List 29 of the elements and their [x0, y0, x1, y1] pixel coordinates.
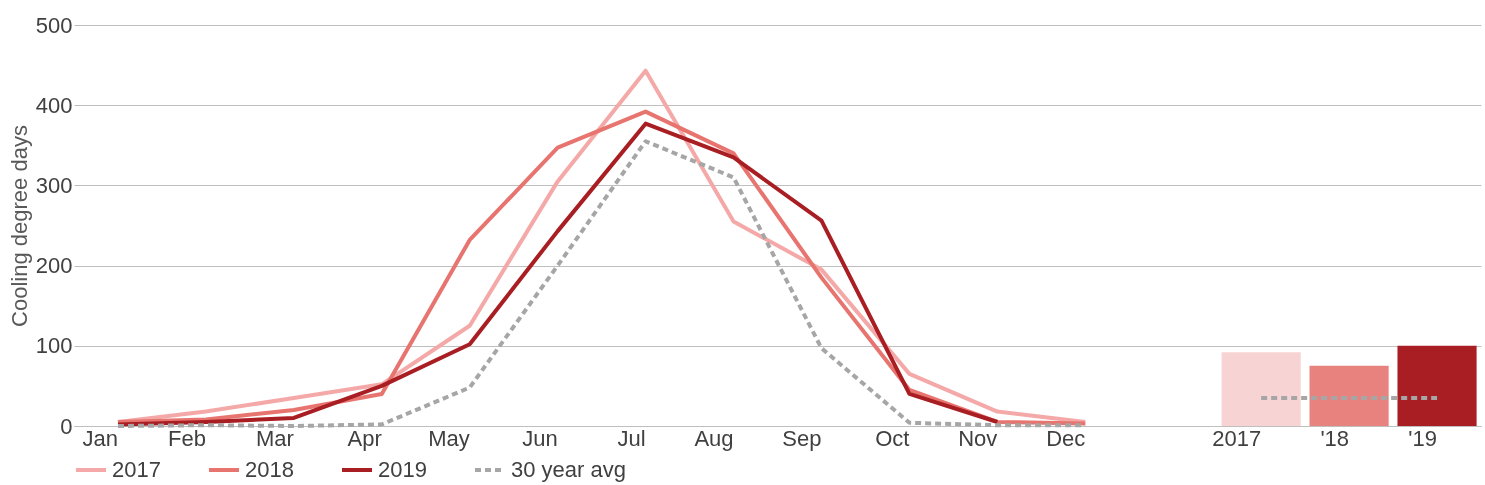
x-tick-label: Nov [958, 425, 998, 451]
x-tick-label: '18 [1320, 425, 1350, 451]
y-tick-label: 300 [35, 172, 73, 198]
legend-label: 2019 [378, 457, 427, 482]
legend-label: 30 year avg [511, 457, 626, 482]
x-tick-label: Mar [255, 425, 294, 451]
x-tick-label: Sep [782, 425, 822, 451]
x-tick-label: Jun [522, 425, 558, 451]
y-tick-label: 100 [35, 333, 73, 359]
x-tick-label: Feb [167, 425, 206, 451]
x-tick-label: May [428, 425, 470, 451]
y-tick-label: 400 [35, 92, 73, 118]
bar [1309, 365, 1389, 426]
x-tick-label: Oct [875, 425, 910, 451]
y-tick-label: 0 [60, 413, 73, 439]
legend-label: 2018 [245, 457, 294, 482]
x-tick-label: Apr [347, 425, 382, 451]
y-tick-label: 200 [35, 253, 73, 279]
y-axis-title: Cooling degree days [6, 125, 32, 327]
x-tick-label: Jul [617, 425, 646, 451]
x-tick-label: 2017 [1212, 425, 1262, 451]
x-tick-label: Dec [1046, 425, 1086, 451]
x-tick-label: Jan [82, 425, 118, 451]
x-tick-label: '19 [1408, 425, 1438, 451]
legend-label: 2017 [112, 457, 161, 482]
x-tick-label: Aug [694, 425, 734, 451]
y-tick-label: 500 [35, 12, 73, 38]
bar [1221, 352, 1301, 426]
bar [1397, 345, 1477, 426]
